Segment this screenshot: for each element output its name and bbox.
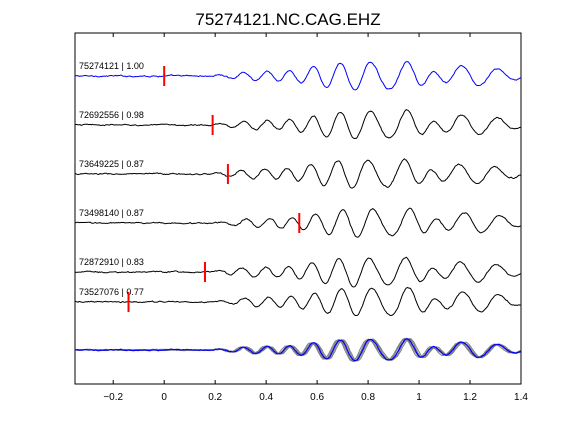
trace-75274121: 75274121 | 1.00 [75, 61, 521, 91]
trace-label: 75274121 | 1.00 [79, 61, 144, 71]
x-tick-label: 0 [161, 392, 167, 403]
x-tick-label: 0.4 [259, 392, 273, 403]
x-tick-label: 1 [416, 392, 422, 403]
x-tick-label: 1.2 [463, 392, 477, 403]
trace-label: 72872910 | 0.83 [79, 257, 144, 267]
trace-73649225: 73649225 | 0.87 [75, 158, 521, 189]
trace-73498140: 73498140 | 0.87 [74, 207, 521, 238]
waveform-line [75, 61, 521, 91]
trace-73527076: 73527076 | 0.77 [75, 286, 521, 317]
trace-label: 72692556 | 0.98 [79, 110, 144, 120]
x-tick-label: 0.8 [361, 392, 375, 403]
trace-label: 73649225 | 0.87 [79, 159, 144, 169]
trace-label: 73498140 | 0.87 [79, 208, 144, 218]
waveform-line [75, 286, 521, 317]
x-tick-label: 1.4 [514, 392, 528, 403]
x-axis: −0.2 0 0.2 0.4 0.6 0.8 1 1.2 1.4 [103, 33, 528, 403]
trace-72692556: 72692556 | 0.98 [74, 109, 521, 140]
overlay-group [74, 337, 521, 362]
chart-title: 75274121.NC.CAG.EHZ [195, 10, 381, 29]
axes-frame [74, 32, 522, 385]
traces-group: 75274121 | 1.00 72692556 | 0.98 73649225 |… [74, 61, 521, 317]
waveform-line [75, 158, 521, 189]
x-tick-label: 0.2 [208, 392, 222, 403]
waveform-line [74, 109, 521, 140]
overlay-template-line [74, 338, 521, 362]
trace-72872910: 72872910 | 0.83 [74, 256, 521, 288]
x-tick-label: 0.6 [310, 392, 324, 403]
trace-label: 73527076 | 0.77 [79, 287, 144, 297]
waveform-line [74, 207, 521, 238]
waveform-line [74, 256, 521, 288]
x-tick-label: −0.2 [103, 392, 123, 403]
